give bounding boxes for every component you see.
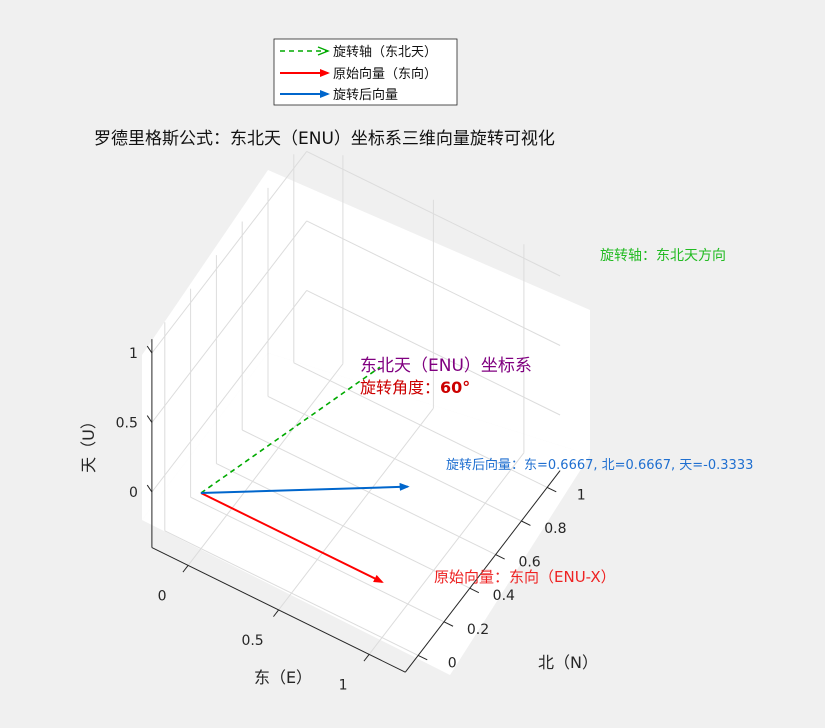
back-wall-left	[142, 170, 268, 520]
floor-gridline-x-0	[187, 363, 344, 566]
legend-label-axis: 旋转轴（东北天）	[333, 45, 437, 60]
vector-series-2	[200, 482, 410, 494]
backwall-gridline-z-1	[306, 220, 561, 346]
z-axis-label: 天（U）	[79, 413, 98, 473]
z-tick-2	[146, 345, 153, 354]
vector-series-0	[200, 366, 381, 494]
floor-gridline-y-5	[293, 362, 548, 488]
legend-swatch-axis-head	[317, 46, 330, 56]
y-tick-label-4: 0.8	[544, 521, 566, 537]
rotation-angle-prefix: 旋转角度：	[360, 378, 440, 397]
legend: 旋转轴（东北天） 原始向量（东向） 旋转后向量	[273, 38, 458, 106]
y-tick-label-2: 0.4	[493, 588, 515, 604]
legend-label-original: 原始向量（东向）	[333, 66, 437, 82]
x-axis-label: 东（E）	[254, 668, 312, 687]
y-tick-2	[469, 587, 480, 594]
z-tick-label-1: 0.5	[116, 416, 138, 432]
y-tick-1	[443, 621, 454, 627]
y-tick-4	[521, 520, 531, 526]
sidewall-gridline-z-1	[151, 220, 308, 423]
x-tick-2	[363, 654, 370, 662]
y-tick-label-1: 0.2	[467, 622, 489, 638]
sidewall-gridline-z-2	[151, 151, 308, 354]
chart-title: 罗德里格斯公式：东北天（ENU）坐标系三维向量旋转可视化	[94, 129, 555, 149]
vector-series-1	[200, 492, 384, 583]
x-tick-label-2: 1	[339, 677, 348, 693]
y-tick-label-0: 0	[448, 655, 457, 671]
coordinate-system-annotation: 东北天（ENU）坐标系	[360, 356, 532, 376]
axes-3d: 0 0.5 1 0 0.2 0.4 0.6 0.8 1 0 0.5 1	[116, 150, 590, 693]
floor-gridline-y-0	[164, 530, 419, 656]
legend-label-rotated: 旋转后向量	[333, 87, 398, 103]
axis-ticks: 0 0.5 1 0 0.2 0.4 0.6 0.8 1 0 0.5 1	[116, 345, 586, 693]
grid-lines	[151, 150, 561, 656]
floor-gridline-y-3	[241, 429, 496, 556]
floor-gridline-y-4	[267, 395, 522, 522]
rotation-angle-value: 60°	[440, 378, 470, 397]
floor-gridline-y-1	[190, 496, 445, 623]
backwall-gridline-z-0	[306, 289, 561, 416]
z-tick-label-2: 1	[129, 346, 138, 362]
original-vector-annotation: 原始向量：东向（ENU-X）	[434, 568, 616, 586]
backwall-gridline-z-2	[306, 150, 561, 277]
y-tick-label-3: 0.6	[518, 555, 540, 571]
x-tick-label-1: 0.5	[241, 633, 263, 649]
y-tick-5	[546, 486, 557, 493]
y-tick-0	[417, 654, 428, 661]
y-axis-label: 北（N）	[538, 653, 598, 672]
x-tick-0	[182, 565, 189, 573]
floor-gridline-x-2	[368, 452, 525, 655]
sidewall-gridline-z-0	[151, 290, 308, 493]
y-tick-3	[495, 554, 505, 560]
floor-gridline-x-1	[278, 407, 434, 611]
vector-layer	[200, 366, 410, 583]
y-axis-line	[404, 470, 561, 673]
floor-gridline-y-2	[216, 463, 471, 589]
y-tick-label-5: 1	[577, 487, 586, 503]
z-tick-label-0: 0	[129, 485, 138, 501]
z-tick-1	[146, 415, 153, 423]
rotated-vector-annotation: 旋转后向量：东=0.6667, 北=0.6667, 天=-0.3333	[446, 457, 753, 473]
x-tick-1	[273, 609, 279, 617]
x-tick-label-0: 0	[158, 588, 167, 604]
floor-pane	[142, 353, 590, 675]
rotation-angle-annotation: 旋转角度：60°	[360, 378, 470, 397]
rotation-axis-annotation: 旋转轴：东北天方向	[600, 248, 726, 264]
z-tick-0	[146, 484, 153, 493]
